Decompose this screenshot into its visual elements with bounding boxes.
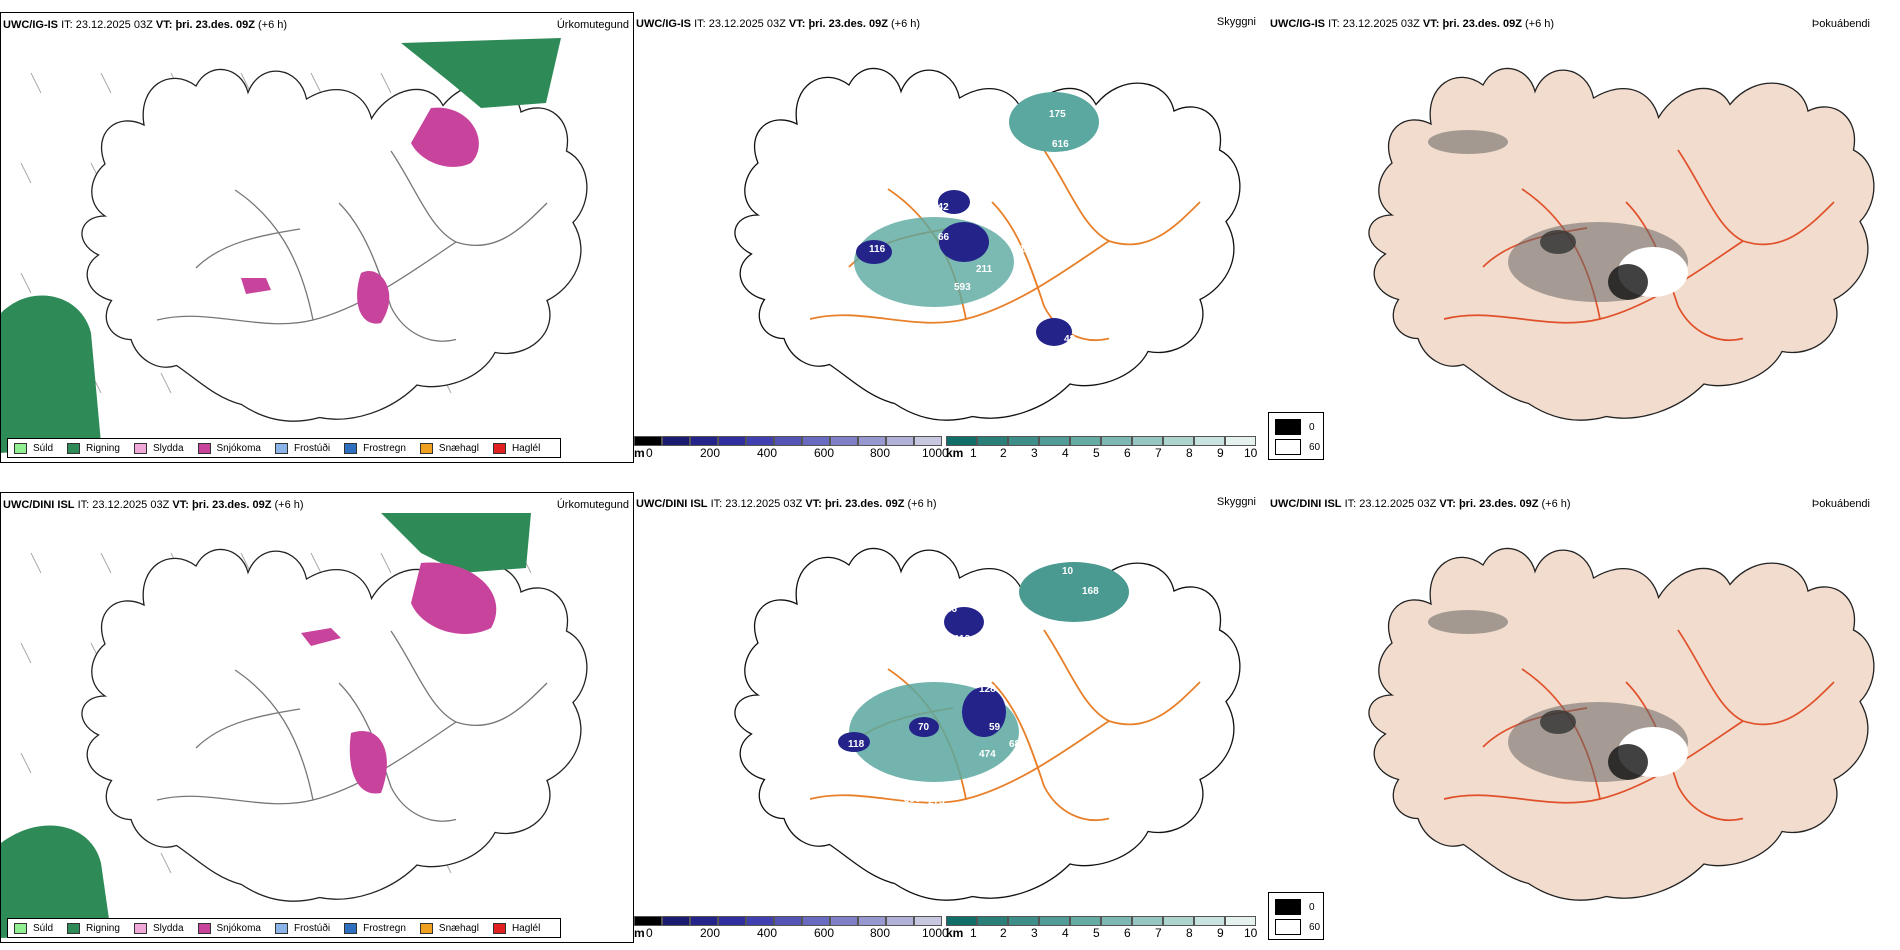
panel-type-label: Úrkomutegund [556, 499, 629, 511]
precip-type-panel-top: UWC/IG-IS IT: 23.12.2025 03Z VT: þri. 23… [0, 12, 634, 463]
svg-text:275: 275 [928, 796, 945, 807]
visibility-map: 175 616 92 117 342 66 71 211 593 116 28 … [734, 67, 1241, 421]
svg-text:168: 168 [1082, 586, 1099, 597]
svg-text:128: 128 [979, 684, 996, 695]
altitude-colorbar: m 0 200 400 600 800 1000 [634, 436, 949, 460]
fog-legend: 0 60 [1268, 412, 1324, 460]
visibility-map: 168 10 86 113 128 70 59 68 474 868 390 2… [734, 547, 1241, 901]
svg-text:211: 211 [976, 264, 993, 275]
svg-text:71: 71 [1014, 244, 1026, 255]
svg-text:342: 342 [932, 202, 949, 213]
svg-text:390: 390 [904, 794, 921, 805]
panel-type-label: Úrkomutegund [556, 19, 629, 31]
fog-index-panel-top: UWC/IG-IS IT: 23.12.2025 03Z VT: þri. 23… [1268, 12, 1900, 463]
precip-map [1, 513, 588, 938]
precip-type-panel-bottom: UWC/DINI ISL IT: 23.12.2025 03Z VT: þri.… [0, 492, 634, 943]
panel-title: UWC/DINI ISL IT: 23.12.2025 03Z VT: þri.… [636, 498, 937, 510]
svg-text:868: 868 [944, 782, 961, 793]
precip-map [1, 38, 588, 453]
panel-type-label: Þokuábendi [1811, 18, 1870, 30]
svg-text:118: 118 [848, 739, 865, 750]
fog-legend: 0 60 [1268, 892, 1324, 940]
svg-text:66: 66 [938, 232, 950, 243]
visibility-value-labels: 168 10 86 113 128 70 59 68 474 868 390 2… [848, 566, 1099, 807]
visibility-panel-top: UWC/IG-IS IT: 23.12.2025 03Z VT: þri. 23… [634, 12, 1268, 463]
precip-type-legend: Súld Rigning Slydda Snjókoma Frostúði Fr… [7, 438, 562, 458]
panel-title: UWC/IG-IS IT: 23.12.2025 03Z VT: þri. 23… [3, 19, 288, 31]
svg-text:175: 175 [1049, 109, 1066, 120]
visibility-panel-bottom: UWC/DINI ISL IT: 23.12.2025 03Z VT: þri.… [634, 492, 1268, 943]
svg-text:92: 92 [964, 169, 976, 180]
svg-text:70: 70 [918, 722, 930, 733]
panel-type-label: Skyggni [1216, 16, 1256, 28]
svg-text:68: 68 [1009, 739, 1021, 750]
svg-text:86: 86 [946, 604, 958, 615]
svg-text:474: 474 [979, 749, 996, 760]
svg-text:10: 10 [1062, 566, 1074, 577]
fog-index-map [1368, 547, 1875, 901]
svg-text:59: 59 [989, 722, 1001, 733]
panel-type-label: Þokuábendi [1811, 498, 1870, 510]
svg-text:117: 117 [974, 202, 991, 213]
panel-title: UWC/IG-IS IT: 23.12.2025 03Z VT: þri. 23… [1270, 18, 1555, 30]
visibility-value-labels: 175 616 92 117 342 66 71 211 593 116 28 … [869, 109, 1076, 345]
svg-text:28: 28 [1019, 304, 1031, 315]
svg-text:113: 113 [954, 634, 971, 645]
precip-type-legend: Súld Rigning Slydda Snjókoma Frostúði Fr… [7, 918, 562, 938]
fog-index-panel-bottom: UWC/DINI ISL IT: 23.12.2025 03Z VT: þri.… [1268, 492, 1900, 943]
altitude-colorbar: m 0 200 400 600 800 1000 [634, 916, 949, 940]
svg-text:616: 616 [1052, 139, 1069, 150]
fog-index-map [1368, 67, 1875, 421]
panel-title: UWC/DINI ISL IT: 23.12.2025 03Z VT: þri.… [3, 499, 304, 511]
distance-colorbar: km 1 2 3 4 5 6 7 8 9 10 [946, 436, 1266, 460]
panel-title: UWC/DINI ISL IT: 23.12.2025 03Z VT: þri.… [1270, 498, 1571, 510]
panel-type-label: Skyggni [1216, 496, 1256, 508]
svg-text:116: 116 [869, 244, 886, 255]
distance-colorbar: km 1 2 3 4 5 6 7 8 9 10 [946, 916, 1266, 940]
svg-text:593: 593 [954, 282, 971, 293]
panel-title: UWC/IG-IS IT: 23.12.2025 03Z VT: þri. 23… [636, 18, 921, 30]
svg-text:42: 42 [1064, 334, 1076, 345]
